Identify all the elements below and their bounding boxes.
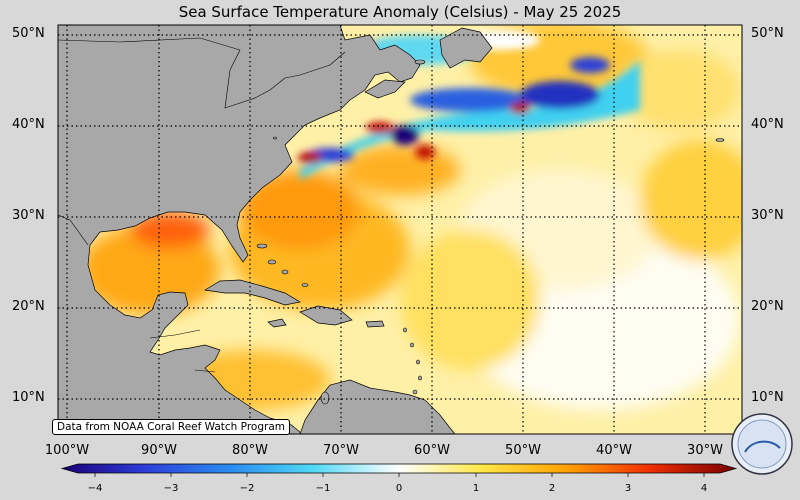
colorbar-tick-label: 4 — [700, 483, 708, 494]
map-frame — [57, 24, 743, 435]
colorbar-ticks — [94, 473, 705, 477]
land-hispaniola — [299, 305, 353, 326]
lon-label-100w: 100°W — [44, 443, 90, 458]
colorbar-tick-label: 3 — [624, 483, 632, 494]
colorbar-tick-label: 0 — [395, 483, 403, 494]
colorbar-tick-label: −4 — [87, 483, 103, 494]
lat-label-right-40: 40°N — [751, 117, 784, 132]
data-attribution: Data from NOAA Coral Reef Watch Program — [52, 419, 290, 435]
lon-label-30w: 30°W — [687, 443, 723, 458]
land-north-america — [58, 25, 421, 434]
land-south-america — [299, 379, 456, 434]
colorbar-tick-label: 1 — [472, 483, 480, 494]
lon-label-80w: 80°W — [232, 443, 268, 458]
lat-label-right-50: 50°N — [751, 26, 784, 41]
small-islands — [256, 59, 725, 405]
graticule — [58, 25, 742, 434]
map-area — [58, 25, 742, 434]
lat-label-left-20: 20°N — [12, 299, 45, 314]
lat-label-left-10: 10°N — [12, 390, 45, 405]
lon-label-50w: 50°W — [505, 443, 541, 458]
map-title: Sea Surface Temperature Anomaly (Celsius… — [178, 3, 622, 21]
land-jamaica — [267, 318, 287, 328]
lat-label-left-50: 50°N — [12, 26, 45, 41]
nexlab-logo — [731, 413, 793, 475]
land-newfoundland — [439, 27, 493, 69]
lon-label-40w: 40°W — [596, 443, 632, 458]
lat-label-right-20: 20°N — [751, 299, 784, 314]
lat-label-left-30: 30°N — [12, 208, 45, 223]
land-puerto-rico — [365, 320, 385, 328]
political-borders — [58, 37, 346, 373]
gulf-stream-anomalies — [298, 30, 640, 180]
land-cuba — [203, 279, 301, 306]
lat-label-right-10: 10°N — [751, 390, 784, 405]
colorbar — [60, 463, 738, 474]
land-nova-scotia — [364, 79, 406, 99]
lat-label-right-30: 30°N — [751, 208, 784, 223]
colorbar-tick-label: 2 — [548, 483, 556, 494]
lon-label-60w: 60°W — [414, 443, 450, 458]
colorbar-tick-label: −3 — [163, 483, 179, 494]
lat-label-left-40: 40°N — [12, 117, 45, 132]
colorbar-tick-label: −2 — [239, 483, 255, 494]
lon-label-70w: 70°W — [323, 443, 359, 458]
colorbar-tick-label: −1 — [315, 483, 331, 494]
lon-label-90w: 90°W — [141, 443, 177, 458]
